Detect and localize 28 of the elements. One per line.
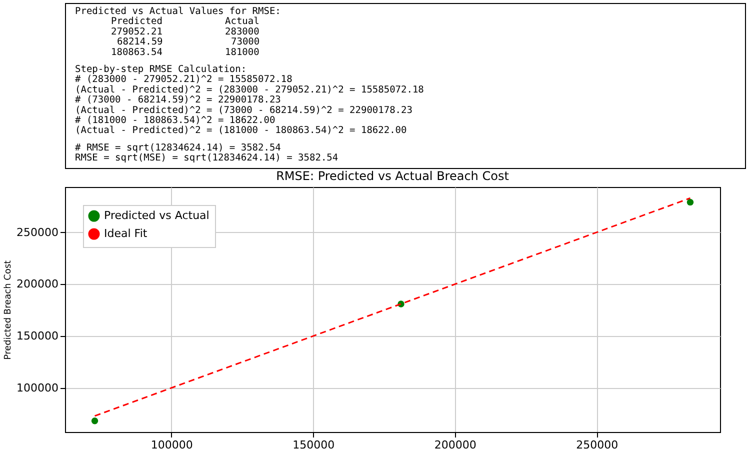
text: (Actual - Predicted)^2 = (283000 - 279052.21)^2 = 15585072.18 [75, 84, 424, 96]
text: Step-by-step RMSE Calculation: [75, 64, 247, 75]
text: (Actual - Predicted)^2 = (181000 - 180863.54)^2 = 18622.00 [75, 125, 408, 136]
text: Predicted vs Actual Values for RMSE: [75, 6, 281, 17]
x-tick-label: 100000 [150, 438, 193, 452]
text: # (283000 - 279052.21)^2 = 15585072.18 [75, 74, 293, 86]
text: # RMSE = sqrt(12834624.14) = 3582.54 [75, 142, 282, 154]
y-tick-label: 100000 [16, 381, 58, 394]
text: # (73000 - 68214.59)^2 = 22900178.23 [75, 94, 281, 106]
y-tick-label: 200000 [16, 278, 58, 291]
legend-label: Ideal Fit [104, 227, 148, 240]
text: (Actual - Predicted)^2 = (73000 - 68214.59)^2 = 22900178.23 [75, 104, 412, 116]
text: 180863.54 181000 [111, 46, 260, 58]
x-tick-label: 250000 [576, 438, 618, 452]
x-tick-label: 150000 [292, 438, 335, 452]
chart-title: RMSE: Predicted vs Actual Breach Cost [276, 169, 510, 183]
legend-label: Predicted vs Actual [104, 209, 210, 222]
text: RMSE = sqrt(MSE) = sqrt(12834624.14) = 3582.54 [75, 152, 338, 164]
text: # (181000 - 180863.54)^2 = 18622.00 [75, 115, 276, 126]
text: 279052.21 283000 [111, 26, 260, 38]
y-axis-title: Predicted Breach Cost [4, 260, 14, 360]
text: Predicted Actual [111, 16, 260, 28]
point [686, 198, 694, 206]
text: 68214.59 73000 [117, 36, 260, 48]
point [91, 418, 98, 424]
x-tick-label: 200000 [434, 438, 476, 452]
y-tick-label: 150000 [16, 330, 58, 343]
y-tick-label: 250000 [16, 226, 58, 239]
